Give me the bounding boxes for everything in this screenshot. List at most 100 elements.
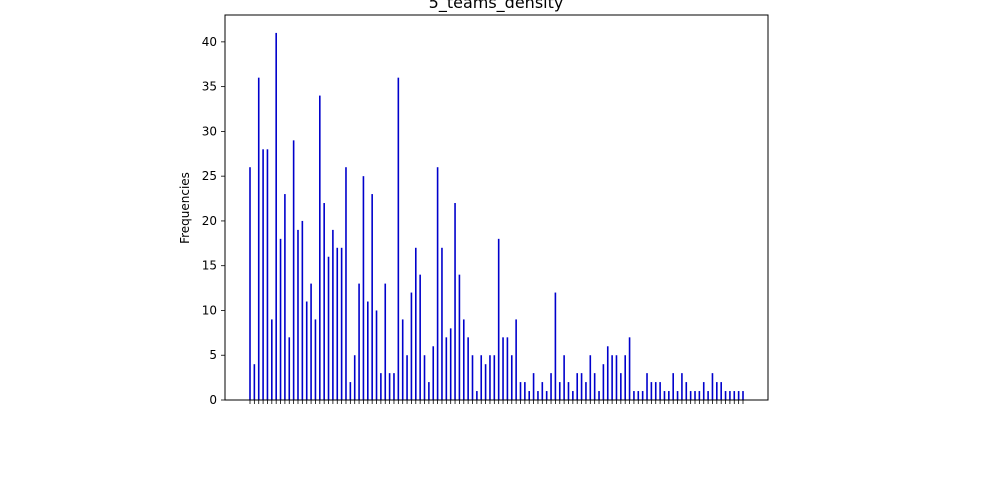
bar bbox=[327, 256, 330, 400]
bar bbox=[633, 391, 635, 400]
bar bbox=[554, 292, 557, 400]
bar bbox=[650, 382, 653, 400]
bar bbox=[480, 355, 483, 400]
bar bbox=[323, 203, 325, 400]
bar bbox=[423, 355, 426, 400]
bar bbox=[724, 391, 727, 400]
bar bbox=[305, 301, 308, 400]
bar bbox=[380, 373, 382, 400]
bar bbox=[558, 382, 561, 400]
bar bbox=[375, 310, 378, 400]
bar bbox=[428, 382, 430, 400]
bar bbox=[698, 391, 701, 400]
y-axis-label: Frequencies bbox=[178, 172, 192, 244]
bar bbox=[681, 373, 683, 400]
bar bbox=[689, 391, 692, 400]
bar bbox=[510, 355, 513, 400]
bar bbox=[663, 391, 666, 400]
bar bbox=[528, 391, 531, 400]
bar bbox=[668, 391, 670, 400]
bar bbox=[524, 382, 526, 400]
bar bbox=[598, 391, 600, 400]
bar bbox=[729, 391, 731, 400]
x-axis bbox=[249, 400, 744, 404]
y-tick-label: 30 bbox=[202, 124, 217, 138]
bar bbox=[471, 355, 474, 400]
y-tick-label: 0 bbox=[209, 393, 217, 407]
bar bbox=[419, 274, 421, 400]
bar bbox=[685, 382, 688, 400]
bar bbox=[262, 149, 264, 400]
bar bbox=[292, 140, 295, 400]
bar bbox=[266, 149, 269, 400]
y-tick-label: 40 bbox=[202, 35, 217, 49]
y-axis: 0 5 10 15 20 25 30 35 40 bbox=[202, 35, 225, 407]
bar bbox=[257, 77, 260, 401]
bar bbox=[519, 382, 522, 400]
bar bbox=[406, 355, 408, 400]
bar bbox=[279, 238, 282, 400]
bar bbox=[358, 283, 360, 400]
bar bbox=[707, 391, 709, 400]
bar bbox=[541, 382, 544, 400]
bar bbox=[659, 382, 661, 400]
bar bbox=[336, 247, 339, 400]
bar bbox=[449, 328, 452, 400]
bar bbox=[432, 346, 435, 400]
bar bbox=[349, 382, 352, 400]
bar bbox=[314, 319, 317, 400]
bar bbox=[367, 301, 369, 400]
bar bbox=[275, 32, 277, 400]
bar bbox=[249, 167, 251, 400]
bar bbox=[414, 247, 417, 400]
bar bbox=[641, 391, 644, 400]
bar bbox=[646, 373, 648, 400]
bar bbox=[397, 77, 400, 401]
bar bbox=[410, 292, 413, 400]
bars-group bbox=[249, 32, 744, 401]
bar bbox=[716, 382, 718, 400]
y-tick-label: 20 bbox=[202, 214, 217, 228]
bar bbox=[497, 238, 500, 400]
bar bbox=[445, 337, 448, 400]
bar bbox=[319, 95, 321, 400]
bar bbox=[393, 373, 395, 400]
bar bbox=[489, 355, 491, 400]
bar bbox=[742, 391, 744, 400]
bar bbox=[733, 391, 736, 400]
bar bbox=[593, 373, 596, 400]
bar bbox=[537, 391, 539, 400]
bar bbox=[580, 373, 583, 400]
bar bbox=[602, 364, 605, 400]
bar bbox=[476, 391, 478, 400]
bar bbox=[737, 391, 740, 400]
bar bbox=[271, 319, 273, 400]
bar bbox=[467, 337, 469, 400]
bar bbox=[576, 373, 579, 400]
bar bbox=[720, 382, 722, 400]
bar bbox=[458, 274, 461, 400]
bar bbox=[362, 176, 365, 400]
bar bbox=[620, 373, 622, 400]
bar bbox=[332, 229, 334, 400]
plot-frame bbox=[224, 14, 769, 401]
bar bbox=[502, 337, 504, 400]
bar bbox=[606, 346, 609, 400]
bar bbox=[353, 355, 356, 400]
bar bbox=[340, 247, 343, 400]
bar bbox=[672, 373, 674, 400]
y-tick-label: 25 bbox=[202, 169, 217, 183]
bar bbox=[454, 203, 456, 400]
bar bbox=[637, 391, 640, 400]
bar bbox=[388, 373, 391, 400]
bar bbox=[624, 355, 626, 400]
bar bbox=[532, 373, 535, 400]
bar bbox=[611, 355, 613, 400]
bar bbox=[711, 373, 714, 400]
bar bbox=[585, 382, 587, 400]
bar bbox=[436, 167, 439, 400]
bar bbox=[384, 283, 387, 400]
bar bbox=[284, 194, 286, 400]
bar bbox=[506, 337, 509, 400]
